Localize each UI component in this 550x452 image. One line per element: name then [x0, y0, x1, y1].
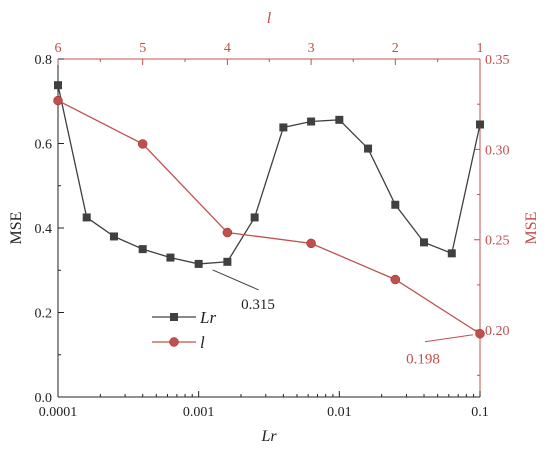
bottom-axis-title: Lr: [260, 428, 277, 445]
series-Lr-point: [138, 245, 147, 254]
series-Lr-point: [391, 200, 400, 209]
series-l-point: [306, 238, 316, 249]
right-axis-tick-label: 0.30: [485, 143, 510, 158]
left-axis-tick-label: 0.0: [35, 391, 53, 406]
bottom-axis-tick-label: 0.0001: [39, 405, 78, 420]
series-Lr-point: [250, 213, 259, 222]
series-Lr-point: [194, 259, 203, 268]
left-axis-title: MSE: [8, 212, 25, 245]
legend: Lr l: [152, 308, 216, 352]
axes: 0.0001 0.001 0.01 0.1 Lr 0.0 0.2 0.4 0.6 0.8 MSE 0.…: [8, 10, 540, 445]
legend-label-Lr: Lr: [199, 308, 216, 327]
series-Lr-point: [109, 232, 118, 241]
right-axis-tick-label: 0.35: [485, 53, 510, 68]
legend-marker-l: [169, 337, 179, 347]
series-Lr-point: [54, 81, 62, 90]
bottom-axis-tick-label: 0.001: [183, 405, 215, 420]
series-Lr-point: [447, 249, 456, 258]
top-axis-tick-label: 4: [224, 41, 231, 56]
left-axis-tick-label: 0.8: [35, 53, 53, 68]
right-axis-title: MSE: [523, 212, 540, 245]
top-axis-tick-label: 2: [392, 41, 399, 56]
annotations: 0.315 0.198: [212, 269, 474, 368]
legend-marker-Lr: [170, 313, 178, 321]
left-axis-tick-label: 0.6: [35, 138, 53, 153]
right-axis-tick-label: 0.25: [485, 234, 510, 249]
annotation-min-lr: 0.315: [241, 297, 275, 313]
series-Lr-point: [166, 253, 175, 262]
left-axis-tick-label: 0.4: [35, 222, 53, 237]
series-Lr-point: [364, 144, 373, 153]
left-axis-tick-label: 0.2: [35, 307, 53, 322]
series-l-point: [222, 227, 233, 238]
right-axis-tick-label: 0.20: [485, 324, 510, 339]
series-l-line: [57, 99, 481, 335]
top-axis-title: l: [267, 10, 272, 27]
series-layer: [53, 81, 485, 339]
series-Lr-point: [420, 238, 429, 247]
series-Lr-point: [279, 123, 288, 132]
annotation-min-l: 0.198: [406, 352, 440, 368]
legend-label-l: l: [200, 333, 205, 352]
top-axis-tick-label: 5: [139, 41, 146, 56]
top-axis-tick-label: 3: [308, 41, 315, 56]
bottom-axis-tick-label: 0.01: [327, 405, 352, 420]
series-Lr-line: [57, 85, 481, 265]
series-Lr-point: [307, 117, 316, 126]
annotation-leader-lr: [212, 269, 259, 291]
series-l-point: [137, 139, 148, 149]
series-Lr-point: [476, 120, 484, 129]
series-l-point: [390, 274, 401, 285]
series-Lr-point: [82, 213, 91, 222]
series-l-point: [475, 328, 485, 339]
series-l-point: [53, 95, 63, 106]
series-Lr-point: [223, 257, 232, 266]
top-axis-tick-label: 6: [55, 41, 62, 56]
bottom-axis-tick-label: 0.1: [471, 405, 489, 420]
series-Lr-point: [335, 115, 344, 124]
top-axis-tick-label: 1: [477, 41, 484, 56]
annotation-leader-l: [424, 334, 474, 343]
